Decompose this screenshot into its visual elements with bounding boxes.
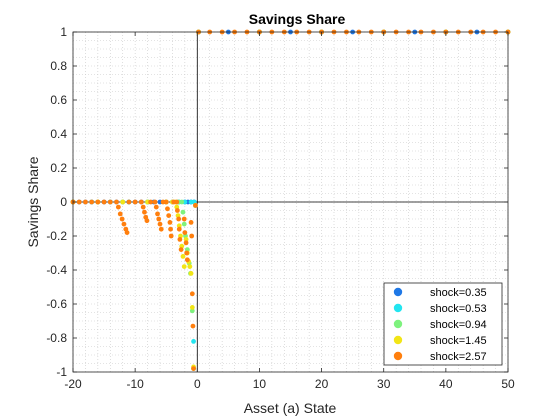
- data-point-series-4: [120, 199, 126, 205]
- x-axis-label: Asset (a) State: [244, 400, 337, 416]
- data-point-series-5: [184, 257, 190, 263]
- data-point-series-5: [152, 199, 158, 205]
- data-point-series-3: [180, 209, 186, 215]
- data-point-series-5: [168, 226, 173, 232]
- data-point-series-5: [114, 199, 119, 205]
- legend-marker: [393, 351, 403, 361]
- legend-box: [383, 282, 503, 366]
- data-point-series-5: [142, 209, 147, 215]
- data-point-series-5: [115, 204, 121, 210]
- x-tick-label: -20: [64, 377, 82, 391]
- data-point-series-5: [89, 199, 95, 205]
- data-point-series-4: [183, 237, 189, 242]
- data-point-series-5: [144, 218, 150, 224]
- data-point-series-5: [124, 230, 130, 236]
- data-point-series-5: [148, 199, 154, 205]
- data-point-series-5: [177, 237, 183, 242]
- x-tick-label: 50: [501, 377, 515, 391]
- y-tick-label: 0.2: [50, 161, 67, 175]
- data-point-series-5: [101, 199, 107, 205]
- legend-entry: shock=2.57: [430, 351, 487, 363]
- chart-title: Savings Share: [249, 11, 346, 27]
- data-point-series-5: [126, 199, 132, 205]
- data-point-series-5: [153, 204, 159, 210]
- y-tick-label: -0.2: [46, 229, 67, 243]
- y-tick-label: -0.4: [46, 263, 67, 277]
- y-tick-label: 0.6: [50, 93, 67, 107]
- data-point-series-4: [180, 254, 186, 259]
- x-tick-label: -10: [126, 377, 144, 391]
- data-point-series-5: [191, 366, 196, 371]
- data-point-series-4: [188, 271, 194, 276]
- data-point-series-5: [189, 233, 195, 239]
- x-tick-label: 0: [194, 377, 201, 391]
- data-point-series-5: [121, 221, 127, 227]
- y-tick-label: 0: [60, 195, 67, 209]
- plot-area: -20 -10 0 10 20 30 40 50 -1 -0.8 -0.6 -0.4 -0.2 0 0.2 0…: [46, 25, 515, 391]
- x-tick-label: 40: [439, 377, 453, 391]
- data-point-series-5: [184, 250, 190, 256]
- data-point-series-5: [158, 226, 164, 232]
- data-point-series-5: [76, 199, 82, 205]
- data-point-series-5: [190, 323, 196, 329]
- data-point-series-3: [181, 221, 187, 227]
- legend-marker: [393, 319, 403, 329]
- y-tick-label: -0.8: [46, 331, 67, 345]
- data-point-series-5: [189, 291, 195, 297]
- data-point-series-5: [166, 213, 172, 219]
- legend-entry: shock=0.53: [430, 303, 487, 315]
- data-point-series-4: [176, 223, 182, 229]
- data-point-series-3: [189, 308, 195, 314]
- y-tick-label: 0.4: [50, 127, 67, 141]
- data-point-series-4: [181, 264, 187, 269]
- data-point-series-5: [168, 233, 174, 239]
- data-point-series-5: [175, 208, 180, 213]
- data-point-series-5: [140, 204, 146, 210]
- legend-marker: [393, 303, 403, 313]
- y-axis-label: Savings Share: [25, 156, 41, 247]
- legend-marker: [393, 335, 403, 345]
- data-point-series-5: [178, 247, 184, 253]
- data-point-series-5: [107, 199, 113, 205]
- data-point-series-5: [119, 216, 125, 222]
- data-point-series-5: [193, 203, 198, 208]
- data-point-series-5: [157, 221, 163, 227]
- y-tick-label: 1: [60, 25, 67, 39]
- data-point-series-5: [181, 216, 187, 222]
- data-point-series-5: [156, 216, 162, 222]
- data-point-series-5: [117, 211, 123, 217]
- data-point-series-5: [183, 240, 189, 246]
- data-point-series-4: [187, 264, 193, 269]
- y-tick-label: -1: [56, 365, 67, 379]
- data-point-series-5: [174, 199, 180, 205]
- data-point-series-5: [176, 216, 182, 222]
- data-point-series-4: [189, 305, 195, 310]
- data-point-series-2: [191, 339, 196, 344]
- legend-entry: shock=0.94: [430, 319, 487, 331]
- data-point-series-5: [182, 230, 188, 236]
- x-tick-label: 30: [377, 377, 391, 391]
- x-tick-label: 20: [315, 377, 329, 391]
- data-point-series-3: [179, 199, 185, 205]
- data-point-series-5: [95, 199, 101, 205]
- legend-entry: shock=1.45: [430, 335, 487, 347]
- y-tick-label: -0.6: [46, 297, 67, 311]
- legend: shock=0.35 shock=0.53 shock=0.94 shock=1.45…: [383, 282, 503, 366]
- legend-entry: shock=0.35: [430, 287, 487, 299]
- data-point-series-5: [167, 220, 173, 225]
- data-point-series-5: [155, 211, 160, 217]
- data-point-series-5: [132, 199, 138, 205]
- legend-marker: [393, 287, 403, 297]
- data-point-series-5: [165, 206, 170, 212]
- x-tick-label: 10: [253, 377, 267, 391]
- data-point-series-5: [83, 199, 88, 205]
- data-point-series-5: [188, 220, 194, 225]
- y-tick-label: 0.8: [50, 59, 67, 73]
- data-point-series-5: [163, 199, 169, 205]
- data-point-series-5: [138, 199, 144, 205]
- data-point-series-5: [176, 226, 182, 232]
